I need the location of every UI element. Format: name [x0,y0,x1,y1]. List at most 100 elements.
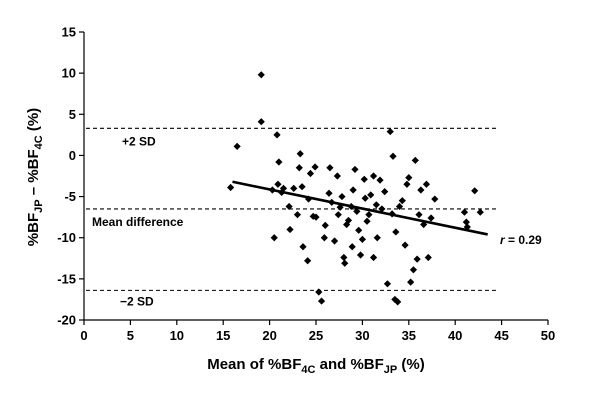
data-point [343,220,351,229]
data-point [298,183,306,191]
y-tick-label: 15 [62,25,76,40]
data-point [257,118,265,126]
data-point [293,211,302,219]
data-point [341,259,349,267]
data-point [373,234,381,242]
data-point [274,180,282,188]
data-point [367,191,375,199]
data-point [312,213,320,221]
regression-line-group [232,180,488,236]
data-point [336,203,344,211]
r-value-label: r = 0.29 [500,233,542,247]
r-symbol: r [500,233,506,247]
mean-difference-label: Mean difference [92,215,184,229]
data-point [353,207,361,215]
data-point [415,211,423,219]
data-point [360,175,368,183]
data-point [315,288,323,296]
y-tick-label: -10 [57,230,76,245]
data-point [405,174,413,182]
minus-2sd-label: −2 SD [120,294,154,308]
x-tick-label: 45 [494,328,508,343]
y-tick-label: 0 [69,148,76,163]
data-point [462,218,470,226]
data-point [320,234,328,242]
data-point [273,131,281,139]
data-point [369,253,378,262]
data-point [299,243,307,251]
data-point [363,217,371,225]
data-point [279,184,288,192]
y-tick-label: -5 [64,189,76,204]
data-point [321,221,329,229]
x-tick-label: 40 [448,328,462,343]
data-point [285,202,293,211]
y-title-subscript: JP [33,199,45,212]
data-point [356,251,365,259]
data-point [325,189,333,197]
data-point [361,194,369,202]
x-tick-label: 0 [80,328,87,343]
data-point [227,183,235,192]
data-point [275,158,283,166]
data-point [427,214,435,222]
data-point [424,253,432,262]
data-point [333,172,341,180]
plus-2sd-label: +2 SD [122,134,156,148]
x-tick-label: 35 [402,328,416,343]
r-value: = 0.29 [505,233,542,247]
data-point [378,205,386,213]
data-point [290,184,298,192]
data-point [394,298,402,306]
data-point [257,71,265,79]
data-point [270,234,278,242]
data-point [413,255,421,263]
data-point [409,266,418,274]
data-point [351,165,359,174]
x-title-part: (%) [397,356,425,373]
data-point [334,211,342,219]
y-axis-title: %BFJP – %BF4C (%) [25,108,45,246]
x-tick-label: 5 [127,328,134,343]
data-point [330,237,339,245]
data-point [476,208,484,216]
data-point [365,211,373,219]
data-point [422,180,431,188]
data-point [326,164,334,172]
data-point [401,241,409,249]
data-point [417,186,425,194]
data-point [381,188,389,196]
x-tick-label: 50 [541,328,555,343]
data-point [392,228,400,236]
y-title-part: – %BF [25,149,42,199]
data-point [317,297,326,305]
data-point [463,223,471,231]
data-point [471,187,479,195]
x-title-part: and %BF [315,356,383,373]
y-title-part: (%) [25,108,42,136]
data-point [355,226,363,234]
data-point [407,278,415,286]
data-point [233,142,241,150]
x-title-subscript: JP [384,364,397,376]
data-point [376,176,384,184]
x-tick-label: 15 [216,328,230,343]
regression-line [232,180,488,236]
data-point [311,163,319,171]
y-tick-label: -15 [57,271,76,286]
data-point [344,216,353,225]
data-point [395,202,404,211]
data-point [338,192,346,201]
data-point [460,208,469,216]
x-title-part: Mean of %BF [207,356,301,373]
y-tick-label: -20 [57,313,76,328]
data-point [304,257,312,265]
data-point [398,197,406,205]
y-title-subscript: 4C [33,135,45,149]
x-tick-label: 25 [309,328,323,343]
x-tick-label: 30 [355,328,369,343]
data-point [340,253,348,262]
data-point [411,156,419,164]
